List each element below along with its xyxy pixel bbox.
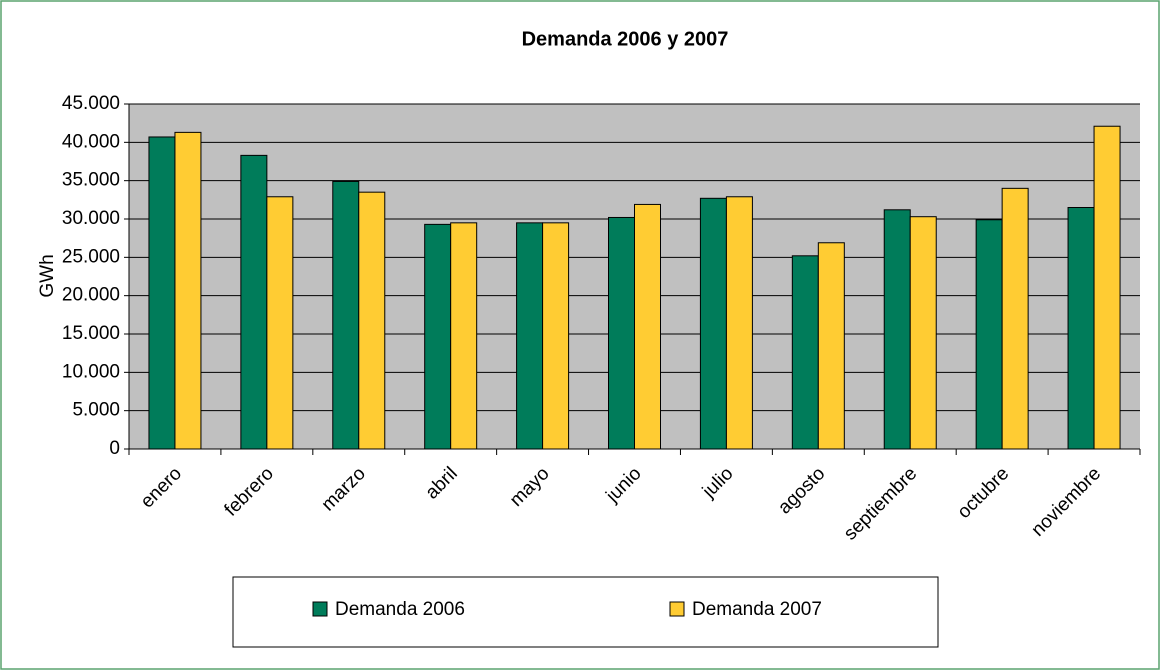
y-tick-label: 45.000 <box>62 93 120 114</box>
bar <box>332 180 360 450</box>
legend-label: Demanda 2007 <box>692 599 822 620</box>
bar <box>424 223 452 450</box>
bar <box>975 219 1003 450</box>
bar <box>725 196 753 450</box>
bar <box>240 154 268 450</box>
y-tick-label: 40.000 <box>62 131 120 152</box>
bar <box>266 196 294 450</box>
y-tick-label: 0 <box>109 438 120 459</box>
bar <box>1067 207 1095 450</box>
bar <box>450 222 478 450</box>
y-tick-label: 35.000 <box>62 170 120 191</box>
bar <box>699 197 727 450</box>
bar <box>791 255 819 450</box>
chart-title: Demanda 2006 y 2007 <box>522 28 729 50</box>
y-tick-label: 30.000 <box>62 208 120 229</box>
y-tick-label: 10.000 <box>62 361 120 382</box>
bar <box>608 216 635 450</box>
bar <box>516 222 544 450</box>
bar <box>909 216 937 450</box>
legend-swatch <box>669 601 685 617</box>
bar <box>148 136 176 450</box>
bar <box>542 222 570 450</box>
bar <box>634 203 661 450</box>
bar <box>817 242 845 450</box>
y-tick-label: 20.000 <box>62 285 120 306</box>
legend-label: Demanda 2006 <box>335 599 465 620</box>
bar <box>1093 125 1121 450</box>
legend-swatch <box>312 601 328 617</box>
bar <box>1001 187 1029 450</box>
y-tick-label: 25.000 <box>62 246 120 267</box>
y-axis-label: GWh <box>37 254 58 297</box>
bar <box>883 209 911 450</box>
legend-box <box>232 576 939 648</box>
y-tick-label: 15.000 <box>62 323 120 344</box>
bar <box>358 191 386 450</box>
y-tick-label: 5.000 <box>72 400 120 421</box>
bar <box>174 131 202 450</box>
